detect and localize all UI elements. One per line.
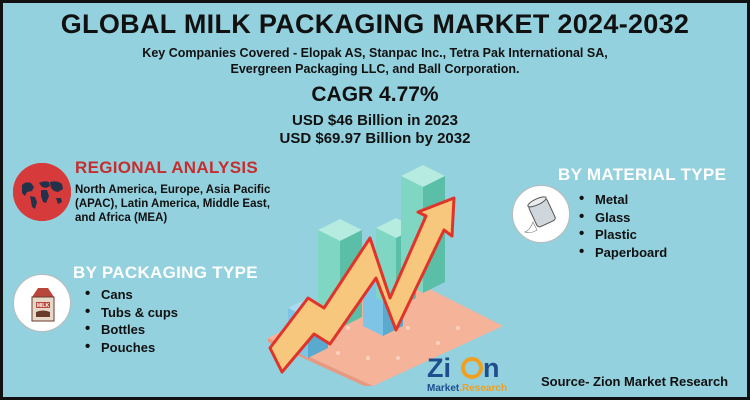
svg-text:Market.Research: Market.Research	[427, 383, 507, 394]
milk-carton-icon: MILK	[13, 274, 71, 332]
companies-line-1: Key Companies Covered - Elopak AS, Stanp…	[142, 46, 608, 60]
material-list: Metal Glass Plastic Paperboard	[577, 190, 667, 262]
list-item: Bottles	[83, 320, 178, 339]
svg-text:n: n	[483, 353, 500, 383]
packaging-list: Cans Tubs & cups Bottles Pouches	[83, 285, 178, 357]
list-item: Pouches	[83, 338, 178, 357]
packaging-heading: BY PACKAGING TYPE	[73, 263, 258, 282]
source-label: Source- Zion Market Research	[541, 374, 729, 389]
list-item: Metal	[577, 190, 667, 209]
companies-line-2: Evergreen Packaging LLC, and Ball Corpor…	[230, 62, 520, 76]
material-heading: BY MATERIAL TYPE	[558, 165, 727, 184]
list-item: Glass	[577, 208, 667, 227]
cagr-value: CAGR 4.77%	[311, 83, 439, 106]
svg-text:MILK: MILK	[37, 303, 50, 309]
list-item: Cans	[83, 285, 178, 304]
regional-text: North America, Europe, Asia Pacific (APA…	[75, 184, 271, 224]
market-value-2023: USD $46 Billion in 2023	[292, 112, 458, 129]
list-item: Tubs & cups	[83, 303, 178, 322]
market-value-2032: USD $69.97 Billion by 2032	[279, 130, 471, 147]
growth-illustration	[268, 165, 503, 386]
world-map-icon	[13, 163, 71, 221]
list-item: Paperboard	[577, 243, 667, 262]
milk-can-icon	[512, 185, 570, 243]
page-title: GLOBAL MILK PACKAGING MARKET 2024-2032	[60, 9, 690, 39]
svg-text:Zi: Zi	[427, 353, 451, 383]
list-item: Plastic	[577, 225, 667, 244]
regional-heading: REGIONAL ANALYSIS	[75, 158, 259, 177]
company-logo: Zi n Market.Research	[423, 351, 528, 395]
